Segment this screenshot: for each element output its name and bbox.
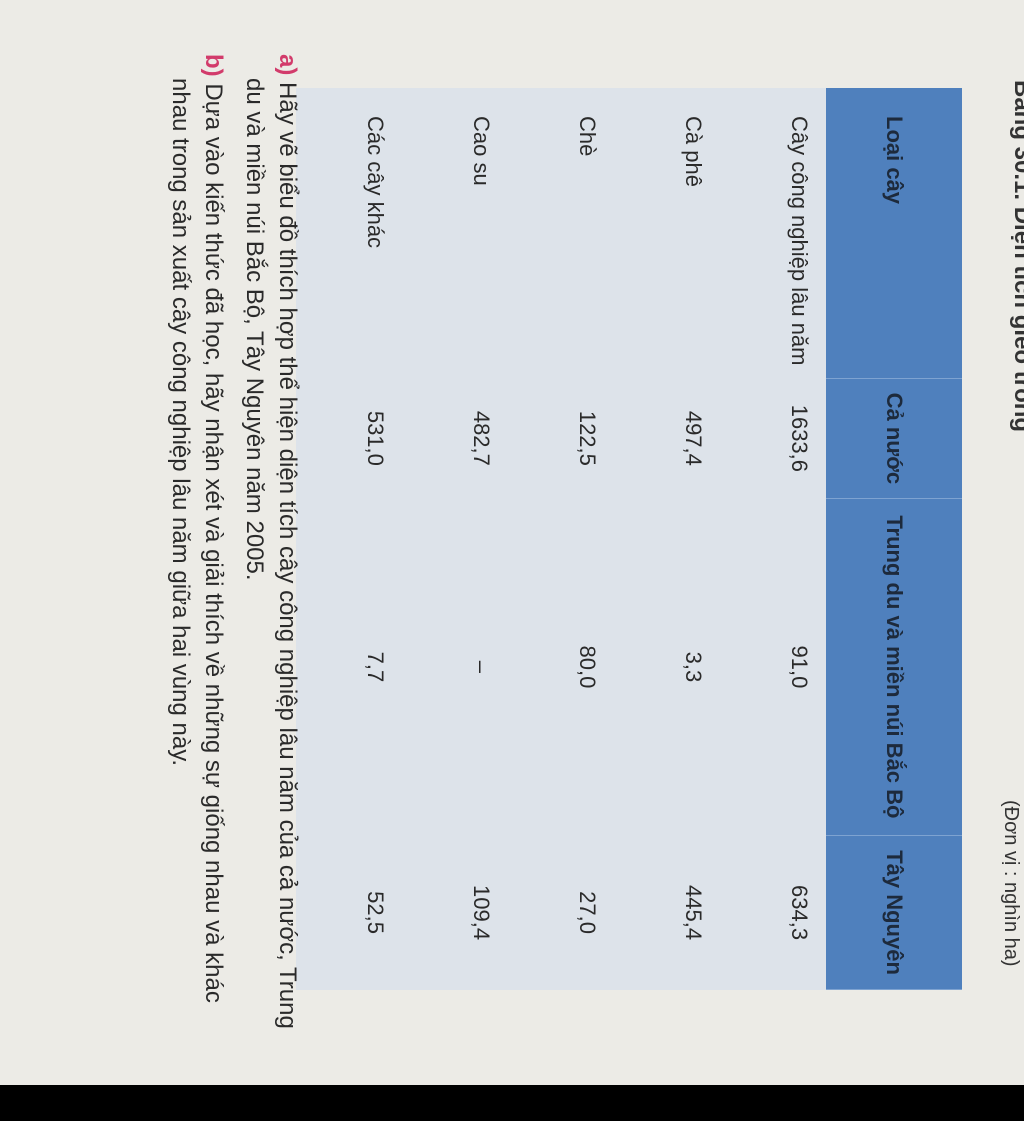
table-row: Cây công nghiệp lâu năm 1633,6 91,0 634,3	[720, 88, 826, 990]
question-label: b)	[200, 54, 227, 77]
table-row: Cà phê 497,4 3,3 445,4	[614, 88, 720, 990]
cell-value: 27,0	[508, 835, 614, 990]
table-row: Chè 122,5 80,0 27,0	[508, 88, 614, 990]
cell-value: 3,3	[614, 498, 720, 836]
row-label: Cây công nghiệp lâu năm	[720, 88, 826, 379]
cell-value: 80,0	[508, 498, 614, 836]
row-label: Cà phê	[614, 88, 720, 379]
row-label: Các cây khác	[296, 88, 402, 379]
table-title: Bảng 30.1. Diện tích gieo trồng	[1009, 80, 1024, 433]
question-text: Hãy vẽ biểu đồ thích hợp thể hiện diện t…	[241, 78, 301, 1029]
cell-value: 122,5	[508, 378, 614, 499]
cell-value: 91,0	[720, 498, 826, 836]
question: b) Dựa vào kiến thức đã học, hãy nhận xé…	[164, 50, 230, 1050]
cell-value: 52,5	[296, 835, 402, 990]
cell-value: 7,7	[296, 498, 402, 836]
column-header: Tây Nguyên	[826, 835, 962, 990]
column-header: Trung du và miền núi Bắc Bộ	[826, 498, 962, 836]
cell-value: 1633,6	[720, 378, 826, 499]
question: a) Hãy vẽ biểu đồ thích hợp thể hiện diệ…	[238, 50, 304, 1050]
unit: (Đơn vị : nghìn ha)	[1000, 800, 1022, 967]
cell-value: 634,3	[720, 835, 826, 990]
questions: a) Hãy vẽ biểu đồ thích hợp thể hiện diệ…	[156, 50, 304, 1050]
cell-value: –	[402, 498, 508, 836]
question-text: Dựa vào kiến thức đã học, hãy nhận xét v…	[167, 78, 227, 1003]
cell-value: 531,0	[296, 378, 402, 499]
row-label: Cao su	[402, 88, 508, 379]
screen-border	[0, 1085, 1024, 1121]
data-table: Loại cây Cả nước Trung du và miền núi Bắc …	[296, 88, 962, 990]
column-header: Loại cây	[826, 88, 962, 379]
table-row: Các cây khác 531,0 7,7 52,5	[296, 88, 402, 990]
table-body: Cây công nghiệp lâu năm 1633,6 91,0 634,3 Cà…	[296, 88, 826, 990]
column-header: Cả nước	[826, 378, 962, 499]
row-label: Chè	[508, 88, 614, 379]
question-label: a)	[274, 54, 301, 76]
cell-value: 109,4	[402, 835, 508, 990]
table-row: Cao su 482,7–109,4	[402, 88, 508, 990]
cell-value: 497,4	[614, 378, 720, 499]
cell-value: 445,4	[614, 835, 720, 990]
cell-value: 482,7	[402, 378, 508, 499]
header-row: Loại cây Cả nước Trung du và miền núi Bắc …	[826, 88, 962, 990]
